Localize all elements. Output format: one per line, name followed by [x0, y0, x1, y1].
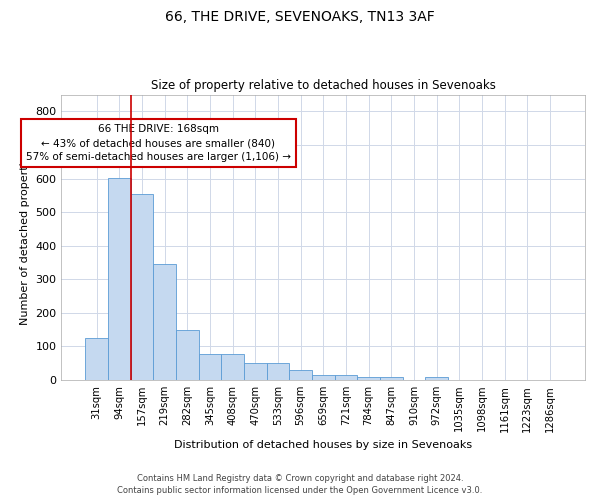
Bar	[289, 370, 312, 380]
Y-axis label: Number of detached properties: Number of detached properties	[20, 150, 30, 325]
Bar	[312, 375, 335, 380]
Bar	[335, 375, 357, 380]
Bar	[131, 194, 153, 380]
Bar	[199, 354, 221, 380]
Title: Size of property relative to detached houses in Sevenoaks: Size of property relative to detached ho…	[151, 79, 496, 92]
Bar	[221, 354, 244, 380]
Bar	[85, 338, 108, 380]
X-axis label: Distribution of detached houses by size in Sevenoaks: Distribution of detached houses by size …	[174, 440, 472, 450]
Text: 66 THE DRIVE: 168sqm
← 43% of detached houses are smaller (840)
57% of semi-deta: 66 THE DRIVE: 168sqm ← 43% of detached h…	[26, 124, 291, 162]
Bar	[266, 362, 289, 380]
Bar	[244, 362, 266, 380]
Bar	[176, 330, 199, 380]
Text: 66, THE DRIVE, SEVENOAKS, TN13 3AF: 66, THE DRIVE, SEVENOAKS, TN13 3AF	[165, 10, 435, 24]
Bar	[108, 178, 131, 380]
Bar	[357, 376, 380, 380]
Bar	[425, 378, 448, 380]
Bar	[153, 264, 176, 380]
Bar	[380, 378, 403, 380]
Text: Contains HM Land Registry data © Crown copyright and database right 2024.
Contai: Contains HM Land Registry data © Crown c…	[118, 474, 482, 495]
